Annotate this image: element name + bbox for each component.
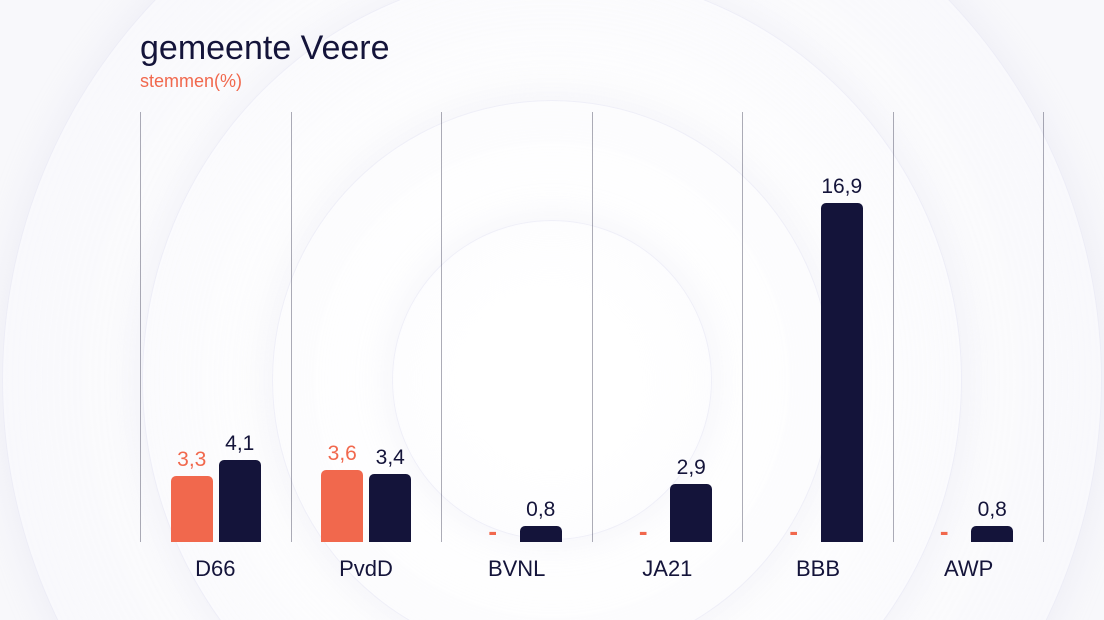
bar-group: - 0,8 [894,112,1045,542]
bar [171,476,213,542]
bar-group: 3,3 4,1 [140,112,292,542]
chart-subtitle: stemmen(%) [140,71,1044,92]
bar-slot: 16,9 [821,112,863,542]
value-label: 2,9 [677,456,706,480]
bar-slot: - [773,112,815,542]
bar [670,484,712,542]
value-dash: - [639,518,648,544]
bar-slot: 2,9 [670,112,712,542]
bar [971,526,1013,542]
bar-group: - 0,8 [442,112,593,542]
x-axis-label: D66 [140,556,291,582]
value-label: 3,6 [328,442,357,466]
bar-group: 3,6 3,4 [292,112,443,542]
x-axis-label: PvdD [291,556,442,582]
plot-area: 3,3 4,1 3,6 3,4 - 0,8 - 2,9 - 16,9 - 0,8 [140,112,1044,542]
bar-slot: - [923,112,965,542]
value-dash: - [789,518,798,544]
value-label: 0,8 [526,498,555,522]
value-label: 3,3 [177,448,206,472]
value-label: 3,4 [376,446,405,470]
bar-slot: - [622,112,664,542]
value-dash: - [488,518,497,544]
x-axis: D66PvdDBVNLJA21BBBAWP [140,556,1044,582]
x-axis-label: BVNL [441,556,592,582]
bar-slot: 3,4 [369,112,411,542]
bar-group: - 16,9 [743,112,894,542]
value-dash: - [940,518,949,544]
bar [321,470,363,542]
value-label: 0,8 [978,498,1007,522]
x-axis-label: BBB [743,556,894,582]
bar [520,526,562,542]
bar [219,460,261,542]
bar-slot: 3,3 [171,112,213,542]
x-axis-label: AWP [893,556,1044,582]
chart-title: gemeente Veere [140,30,1044,67]
bar-slot: 3,6 [321,112,363,542]
bar-slot: 0,8 [520,112,562,542]
x-axis-label: JA21 [592,556,743,582]
bar-slot: 4,1 [219,112,261,542]
value-label: 16,9 [821,175,862,199]
value-label: 4,1 [225,432,254,456]
chart-container: gemeente Veere stemmen(%) 3,3 4,1 3,6 3,4 - 0… [0,0,1104,620]
bar [369,474,411,542]
bar-slot: - [472,112,514,542]
bar-slot: 0,8 [971,112,1013,542]
bar [821,203,863,543]
bar-group: - 2,9 [593,112,744,542]
